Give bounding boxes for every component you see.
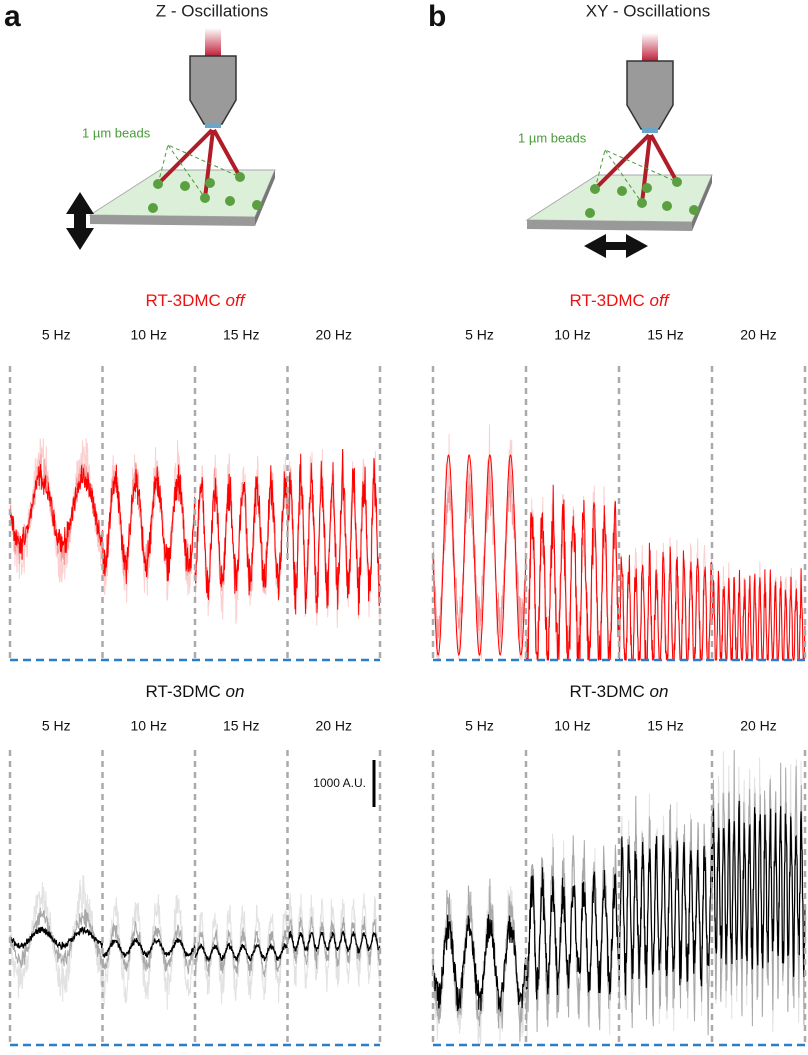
panel-letter: a: [4, 0, 21, 33]
trace: [618, 835, 713, 996]
frequency-label: 5 Hz: [465, 327, 494, 343]
trace: [194, 942, 289, 963]
frequency-label: 10 Hz: [554, 327, 591, 343]
trace: [9, 907, 103, 969]
beads-label: 1 µm beads: [82, 125, 151, 140]
frequency-label: 20 Hz: [740, 327, 777, 343]
frequency-label: 20 Hz: [315, 327, 352, 343]
trace: [102, 894, 196, 1010]
state-label: RT-3DMC off: [146, 291, 247, 310]
frequency-label: 20 Hz: [315, 718, 352, 734]
trace: [102, 464, 196, 585]
trace: [9, 437, 103, 583]
state-word: on: [650, 682, 669, 701]
state-name: RT-3DMC: [570, 291, 645, 310]
frequency-label: 15 Hz: [223, 718, 260, 734]
state-label: RT-3DMC on: [570, 682, 669, 701]
trace: [432, 460, 527, 647]
panel-title: Z - Oscillations: [156, 1, 268, 20]
beads-label: 1 µm beads: [518, 130, 587, 145]
trace: [9, 926, 104, 951]
xy-arrow: [584, 234, 648, 258]
trace: [194, 465, 288, 600]
state-label: RT-3DMC on: [146, 682, 245, 701]
scale-bar-label: 1000 A.U.: [313, 776, 366, 790]
trace: [287, 930, 381, 954]
frequency-label: 15 Hz: [647, 718, 684, 734]
panel-title: XY - Oscillations: [586, 1, 710, 20]
trace: [194, 927, 288, 978]
trace: [432, 454, 527, 656]
state-name: RT-3DMC: [146, 291, 221, 310]
trace: [711, 568, 806, 662]
frequency-label: 10 Hz: [130, 327, 167, 343]
frequency-label: 10 Hz: [130, 718, 167, 734]
trace: [525, 867, 620, 1000]
state-word: off: [226, 291, 247, 310]
trace: [9, 875, 103, 1002]
frequency-label: 10 Hz: [554, 718, 591, 734]
panel-letter: b: [428, 0, 446, 33]
trace: [711, 800, 806, 977]
frequency-label: 5 Hz: [42, 718, 71, 734]
state-word: on: [226, 682, 245, 701]
state-name: RT-3DMC: [570, 682, 645, 701]
frequency-label: 20 Hz: [740, 718, 777, 734]
trace: [287, 448, 381, 616]
trace: [432, 878, 527, 1042]
frequency-label: 5 Hz: [465, 718, 494, 734]
trace: [102, 920, 196, 976]
trace: [618, 542, 713, 662]
z-arrow: [66, 192, 94, 250]
trace: [432, 424, 527, 661]
trace: [102, 440, 196, 603]
frequency-label: 15 Hz: [223, 327, 260, 343]
frequency-label: 15 Hz: [647, 327, 684, 343]
trace: [194, 904, 288, 1004]
state-name: RT-3DMC: [146, 682, 221, 701]
trace: [525, 484, 620, 661]
trace: [9, 464, 103, 560]
trace: [102, 937, 196, 958]
state-word: off: [650, 291, 671, 310]
frequency-label: 5 Hz: [42, 327, 71, 343]
state-label: RT-3DMC off: [570, 291, 671, 310]
trace: [432, 914, 527, 1012]
